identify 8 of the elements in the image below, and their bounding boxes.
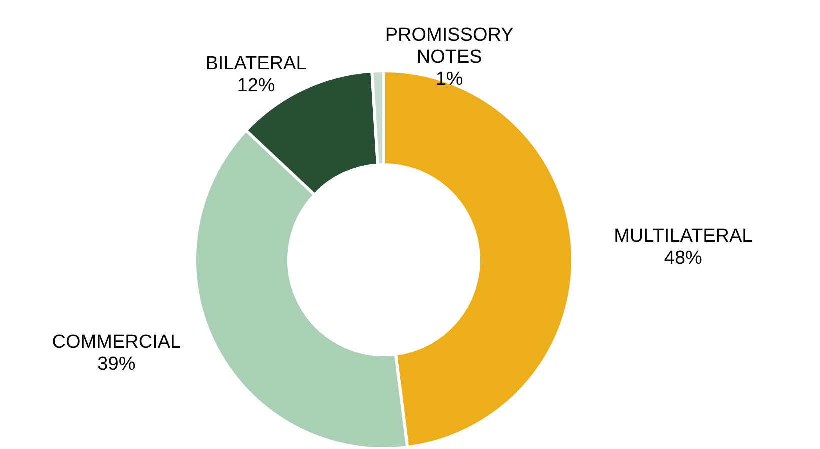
slice-label: PROMISSORY NOTES xyxy=(385,25,514,68)
slice-label: COMMERCIAL xyxy=(52,332,182,354)
slice-label: BILATERAL xyxy=(206,54,307,75)
data-label: 48% xyxy=(664,248,703,270)
data-label: 1% xyxy=(436,69,464,90)
data-label: 12% xyxy=(237,76,276,97)
slice-label: MULTILATERAL xyxy=(614,226,753,248)
data-label: 39% xyxy=(98,354,136,376)
